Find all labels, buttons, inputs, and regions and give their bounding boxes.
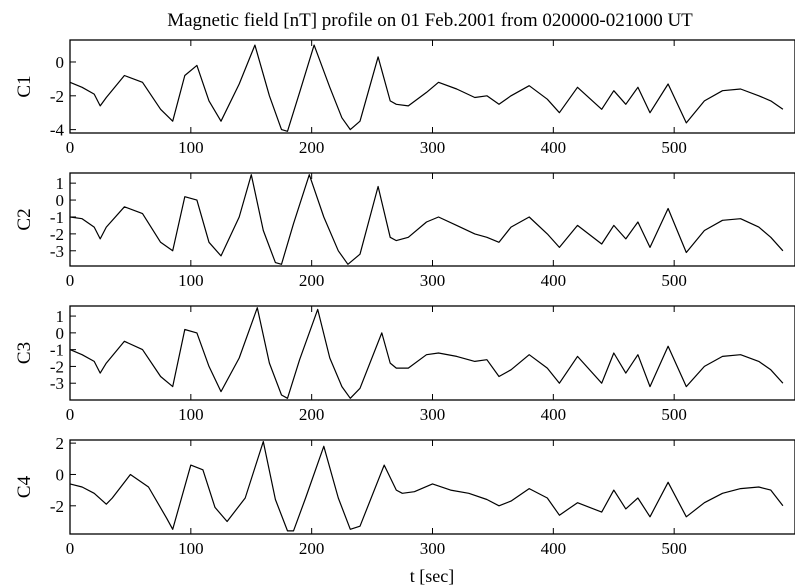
y-tick-label: -1 (50, 208, 64, 227)
series-line-1 (69, 44, 784, 132)
panel-1: 0 100 200 300 400 500 -4 -2 0 C1 (14, 39, 795, 157)
y-axis-label-4: C4 (14, 475, 35, 498)
x-tick-label: 100 (178, 405, 204, 424)
x-tick-label: 400 (541, 405, 567, 424)
x-tick-label: 0 (66, 138, 75, 157)
x-tick-label: 500 (661, 138, 687, 157)
series-line-2 (69, 174, 784, 265)
series-line-3 (69, 307, 784, 399)
y-tick-label: 0 (56, 191, 65, 210)
chart-title: Magnetic field [nT] profile on 01 Feb.20… (167, 10, 693, 31)
x-tick-label: 300 (420, 539, 446, 558)
x-tick-label: 100 (178, 271, 204, 290)
x-tick-label: 100 (178, 138, 204, 157)
y-tick-label: -1 (50, 341, 64, 360)
x-tick-label: 400 (541, 539, 567, 558)
y-tick-label: -2 (50, 497, 64, 516)
y-tick-label: 0 (56, 465, 65, 484)
y-tick-label: -4 (50, 121, 65, 140)
y-tick-label: 0 (56, 324, 65, 343)
y-tick-label: -3 (50, 374, 64, 393)
x-tick-label: 400 (541, 138, 567, 157)
x-tick-label: 0 (66, 405, 75, 424)
y-tick-label: 1 (56, 174, 65, 193)
y-tick-label: 2 (56, 434, 65, 453)
x-tick-label: 0 (66, 271, 75, 290)
x-tick-label: 300 (420, 405, 446, 424)
y-tick-label: 1 (56, 307, 65, 326)
x-tick-label: 200 (299, 138, 325, 157)
x-tick-label: 200 (299, 271, 325, 290)
x-tick-label: 300 (420, 138, 446, 157)
x-tick-label: 100 (178, 539, 204, 558)
y-tick-label: -3 (50, 242, 64, 261)
x-tick-label: 400 (541, 271, 567, 290)
axes-frame-1 (69, 39, 795, 134)
x-tick-label: 500 (661, 539, 687, 558)
panel-4: 0 100 200 300 400 500 -2 0 2 C4 (14, 434, 795, 558)
x-axis-label: t [sec] (410, 566, 454, 586)
y-tick-label: -2 (50, 357, 64, 376)
y-tick-label: -2 (50, 225, 64, 244)
y-axis-label-1: C1 (14, 75, 35, 97)
x-tick-label: 0 (66, 539, 75, 558)
y-axis-label-3: C3 (14, 342, 35, 364)
x-tick-label: 200 (299, 405, 325, 424)
x-tick-label: 500 (661, 405, 687, 424)
series-line-4 (69, 441, 784, 532)
axes-frame-4 (69, 439, 795, 535)
y-tick-label: 0 (56, 53, 65, 72)
y-axis-label-2: C2 (14, 208, 35, 230)
x-tick-label: 200 (299, 539, 325, 558)
x-tick-label: 500 (661, 271, 687, 290)
y-tick-label: -2 (50, 87, 64, 106)
x-tick-label: 300 (420, 271, 446, 290)
